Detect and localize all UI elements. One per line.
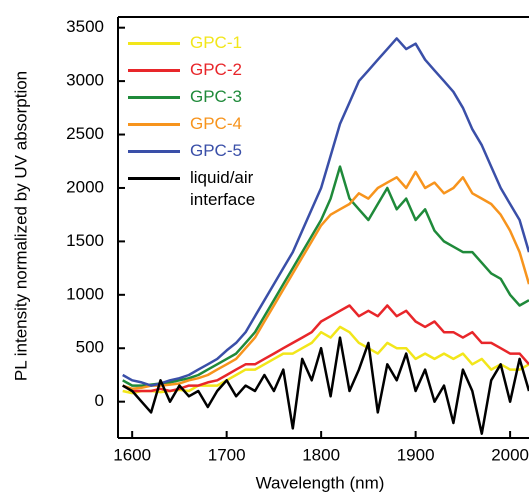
- y-tick-label: 2500: [66, 124, 104, 143]
- legend-item: GPC-5: [128, 140, 285, 167]
- legend-swatch: [128, 42, 180, 45]
- legend-swatch: [128, 177, 180, 180]
- legend-swatch: [128, 69, 180, 72]
- series-line: [122, 170, 529, 391]
- y-tick-label: 500: [76, 338, 104, 357]
- x-axis-label: Wavelength (nm): [256, 473, 385, 492]
- series-line: [122, 304, 529, 393]
- y-axis-label: PL intensity normalized by UV absorption: [11, 71, 30, 381]
- legend-item: GPC-1: [128, 32, 285, 59]
- series-line: [122, 165, 529, 387]
- legend-label: liquid/air interface: [190, 168, 256, 209]
- y-tick-label: 0: [95, 391, 104, 410]
- legend-label: GPC-2: [190, 60, 242, 79]
- x-tick-label: 2000: [491, 445, 529, 464]
- legend-swatch: [128, 150, 180, 153]
- y-tick-label: 3500: [66, 17, 104, 36]
- legend-item: liquid/air interface: [128, 167, 285, 209]
- series-line: [122, 325, 529, 395]
- x-tick-label: 1700: [208, 445, 246, 464]
- x-tick-label: 1800: [302, 445, 340, 464]
- series-line: [122, 37, 529, 387]
- legend-item: GPC-2: [128, 59, 285, 86]
- x-tick-label: 1900: [397, 445, 435, 464]
- legend: GPC-1 GPC-2 GPC-3 GPC-4 GPC-5 liquid/air inte…: [128, 32, 285, 209]
- legend-label: GPC-4: [190, 114, 242, 133]
- legend-item: GPC-3: [128, 86, 285, 113]
- series-line: [122, 336, 529, 435]
- x-tick-label: 1600: [113, 445, 151, 464]
- y-tick-label: 1000: [66, 284, 104, 303]
- legend-swatch: [128, 123, 180, 126]
- y-tick-label: 3000: [66, 71, 104, 90]
- legend-label: GPC-1: [190, 33, 242, 52]
- y-tick-label: 1500: [66, 231, 104, 250]
- legend-label: GPC-5: [190, 141, 242, 160]
- legend-swatch: [128, 96, 180, 99]
- y-tick-label: 2000: [66, 177, 104, 196]
- legend-label: GPC-3: [190, 87, 242, 106]
- legend-item: GPC-4: [128, 113, 285, 140]
